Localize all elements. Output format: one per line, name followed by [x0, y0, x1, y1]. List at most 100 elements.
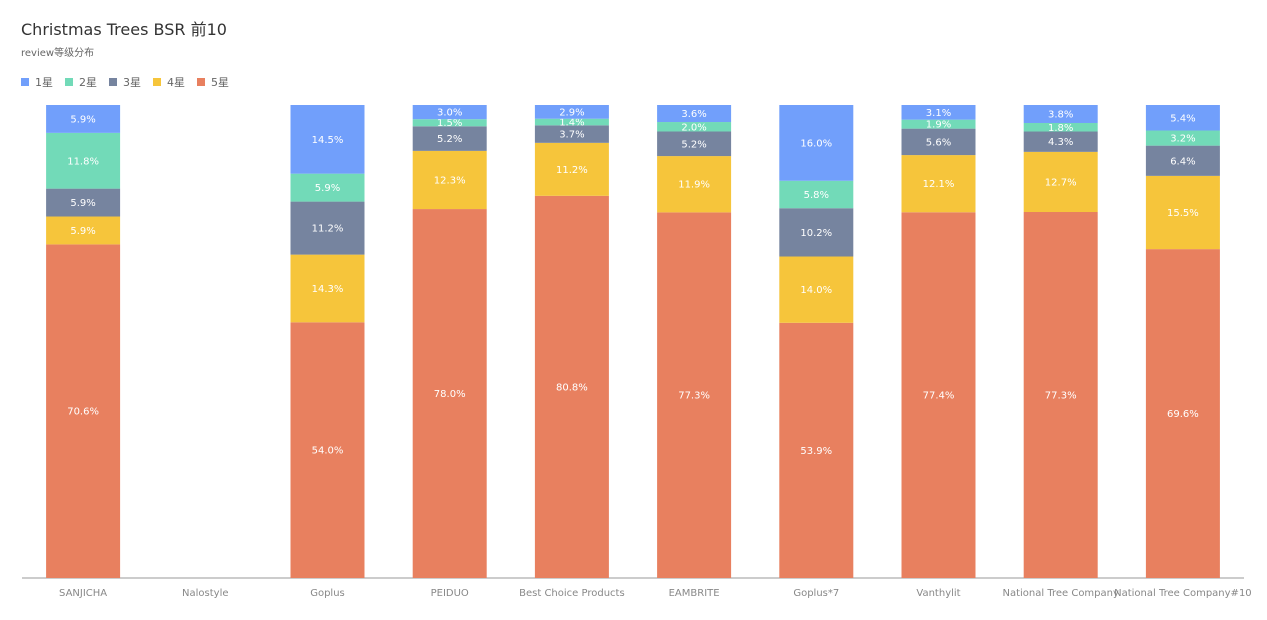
bar-segment[interactable]: [534, 118, 609, 126]
bar-segment[interactable]: [290, 201, 365, 255]
bar-segment[interactable]: [1145, 175, 1220, 250]
data-label: 1.9%: [926, 120, 951, 131]
x-tick-label: National Tree Company#10: [1114, 588, 1252, 599]
bar-segment[interactable]: [412, 150, 487, 210]
bar-segment[interactable]: [46, 105, 121, 133]
bar-segment[interactable]: [290, 105, 365, 174]
data-label: 5.9%: [70, 198, 95, 209]
bar-segment[interactable]: [290, 254, 365, 323]
x-tick-label: EAMBRITE: [669, 588, 720, 599]
data-label: 14.0%: [800, 285, 832, 296]
legend-item-1-star[interactable]: 1星: [21, 74, 53, 90]
bar-segment[interactable]: [1023, 122, 1098, 132]
bar-segment[interactable]: [290, 322, 365, 578]
legend-label: 3星: [123, 76, 141, 89]
bar-segment[interactable]: [412, 126, 487, 151]
legend-swatch-icon: [109, 78, 117, 86]
data-label: 5.9%: [70, 226, 95, 237]
data-label: 5.4%: [1170, 113, 1195, 124]
bar-segment[interactable]: [779, 180, 854, 209]
data-label: 3.0%: [437, 108, 462, 119]
bar-segment[interactable]: [657, 122, 732, 132]
legend-label: 5星: [211, 76, 229, 89]
data-label: 3.8%: [1048, 109, 1073, 120]
bar-segment[interactable]: [779, 322, 854, 578]
data-label: 1.4%: [559, 118, 584, 129]
data-label: 5.8%: [804, 190, 829, 201]
chart-legend: 1星 2星 3星 4星 5星: [21, 74, 229, 90]
data-label: 12.7%: [1045, 177, 1077, 188]
chart-title: Christmas Trees BSR 前10: [21, 20, 227, 39]
bar-segment[interactable]: [412, 105, 487, 120]
bar-segment[interactable]: [290, 173, 365, 202]
x-tick-label: SANJICHA: [59, 588, 107, 599]
bar-segment[interactable]: [534, 195, 609, 579]
data-label: 5.9%: [70, 114, 95, 125]
legend-item-5-star[interactable]: 5星: [197, 74, 229, 90]
data-label: 10.2%: [800, 228, 832, 239]
bar-segment[interactable]: [46, 216, 121, 245]
bar-segment[interactable]: [657, 156, 732, 213]
bar-segment[interactable]: [412, 119, 487, 127]
data-label: 2.0%: [681, 122, 706, 133]
x-tick-label: Goplus*7: [793, 588, 839, 599]
bar-segment[interactable]: [46, 188, 121, 217]
data-label: 12.1%: [923, 179, 955, 190]
data-label: 5.2%: [681, 139, 706, 150]
bar-segment[interactable]: [1145, 145, 1220, 176]
bar-segment[interactable]: [901, 212, 976, 578]
data-label: 77.3%: [678, 391, 710, 402]
bar-segment[interactable]: [657, 105, 732, 123]
data-label: 3.1%: [926, 108, 951, 119]
bar-segment[interactable]: [534, 125, 609, 143]
legend-label: 2星: [79, 76, 97, 89]
data-label: 4.3%: [1048, 137, 1073, 148]
x-tick-label: Nalostyle: [182, 588, 228, 599]
data-label: 6.4%: [1170, 156, 1195, 167]
data-label: 3.7%: [559, 130, 584, 141]
bar-segment[interactable]: [779, 208, 854, 257]
data-label: 11.8%: [67, 156, 99, 167]
data-label: 16.0%: [800, 138, 832, 149]
data-label: 2.9%: [559, 107, 584, 118]
bar-segment[interactable]: [901, 155, 976, 213]
legend-swatch-icon: [197, 78, 205, 86]
bar-segment[interactable]: [1145, 130, 1220, 146]
bar-segment[interactable]: [1023, 151, 1098, 213]
bar-segment[interactable]: [901, 128, 976, 156]
bar-segment[interactable]: [1145, 105, 1220, 131]
data-label: 70.6%: [67, 407, 99, 418]
data-label: 11.9%: [678, 180, 710, 191]
legend-label: 4星: [167, 76, 185, 89]
bar-segment[interactable]: [1145, 249, 1220, 578]
bar-segment[interactable]: [901, 105, 976, 120]
data-label: 5.2%: [437, 134, 462, 145]
bar-segment[interactable]: [534, 105, 609, 119]
legend-swatch-icon: [153, 78, 161, 86]
legend-item-2-star[interactable]: 2星: [65, 74, 97, 90]
bar-segment[interactable]: [46, 132, 121, 189]
bar-segment[interactable]: [46, 244, 121, 578]
bar-segment[interactable]: [534, 142, 609, 196]
data-label: 11.2%: [556, 165, 588, 176]
x-tick-label: PEIDUO: [431, 588, 469, 599]
bar-segment[interactable]: [1023, 212, 1098, 578]
chart-subtitle: review等级分布: [21, 48, 95, 59]
bar-segment[interactable]: [901, 119, 976, 129]
data-label: 77.4%: [923, 391, 955, 402]
bar-segment[interactable]: [1023, 131, 1098, 152]
bar-segment[interactable]: [779, 105, 854, 181]
bar-segment[interactable]: [779, 256, 854, 323]
data-label: 78.0%: [434, 389, 466, 400]
data-label: 11.2%: [312, 224, 344, 235]
bar-segment[interactable]: [412, 209, 487, 578]
bar-segment[interactable]: [657, 131, 732, 157]
legend-item-4-star[interactable]: 4星: [153, 74, 185, 90]
data-label: 5.9%: [315, 183, 340, 194]
bar-segment[interactable]: [657, 212, 732, 578]
data-label: 14.3%: [312, 284, 344, 295]
data-label: 3.6%: [681, 109, 706, 120]
legend-item-3-star[interactable]: 3星: [109, 74, 141, 90]
bar-segment[interactable]: [1023, 105, 1098, 123]
